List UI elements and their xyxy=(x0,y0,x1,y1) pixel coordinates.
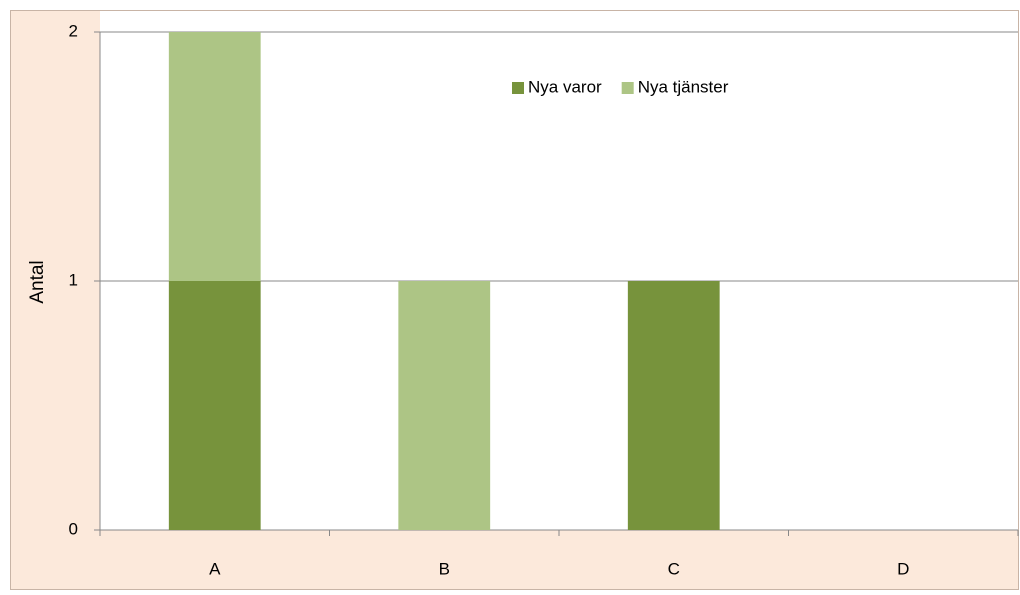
legend-swatch xyxy=(621,82,634,94)
x-tick-label: A xyxy=(209,559,221,578)
y-tick-label: 2 xyxy=(69,21,78,40)
x-tick-label: C xyxy=(668,559,680,578)
bar-segment xyxy=(168,32,261,281)
bar-segment xyxy=(627,281,720,530)
y-axis-label: Antal xyxy=(27,260,48,303)
legend-label: Nya tjänster xyxy=(638,77,729,96)
x-tick-label: B xyxy=(439,559,450,578)
y-tick-label: 1 xyxy=(69,270,78,289)
bar-segment xyxy=(398,281,491,530)
legend-swatch xyxy=(512,82,524,94)
x-tick-label: D xyxy=(897,559,909,578)
legend-label: Nya varor xyxy=(528,77,602,96)
bar-segment xyxy=(168,281,261,530)
y-tick-label: 0 xyxy=(69,519,78,538)
